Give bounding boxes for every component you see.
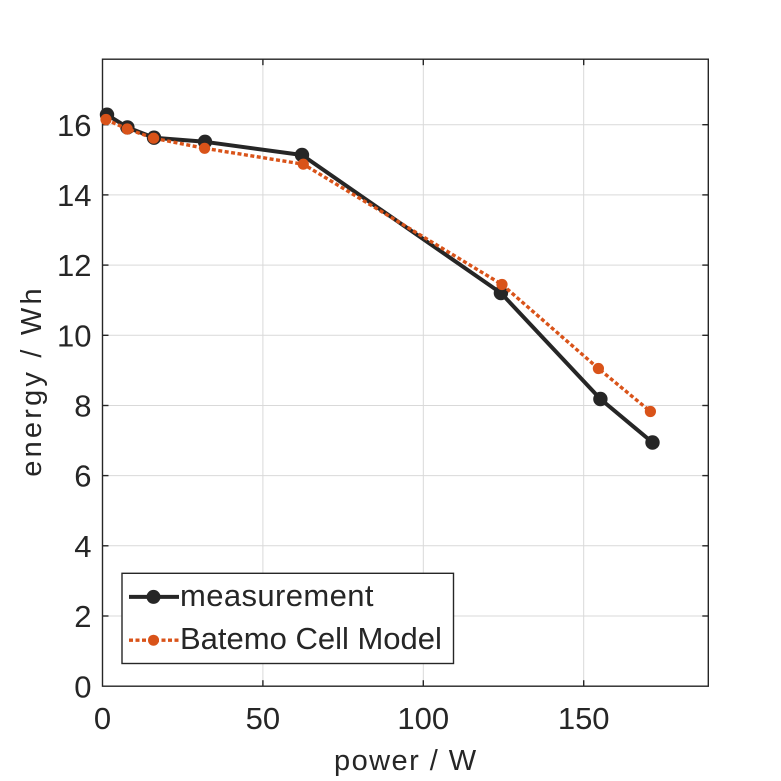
svg-text:measurement: measurement <box>180 578 374 613</box>
svg-text:100: 100 <box>397 701 449 736</box>
svg-text:0: 0 <box>74 669 91 704</box>
svg-text:power / W: power / W <box>334 745 478 777</box>
svg-text:50: 50 <box>246 701 280 736</box>
svg-text:16: 16 <box>57 108 91 143</box>
svg-text:0: 0 <box>94 701 111 736</box>
svg-text:2: 2 <box>74 599 91 634</box>
svg-text:energy / Wh: energy / Wh <box>16 285 48 477</box>
svg-text:8: 8 <box>74 389 91 424</box>
svg-text:10: 10 <box>57 318 91 353</box>
svg-text:4: 4 <box>74 529 91 564</box>
svg-text:150: 150 <box>558 701 610 736</box>
svg-text:Batemo Cell Model: Batemo Cell Model <box>180 621 442 656</box>
svg-text:12: 12 <box>57 248 91 283</box>
svg-text:6: 6 <box>74 459 91 494</box>
svg-text:14: 14 <box>57 178 91 213</box>
